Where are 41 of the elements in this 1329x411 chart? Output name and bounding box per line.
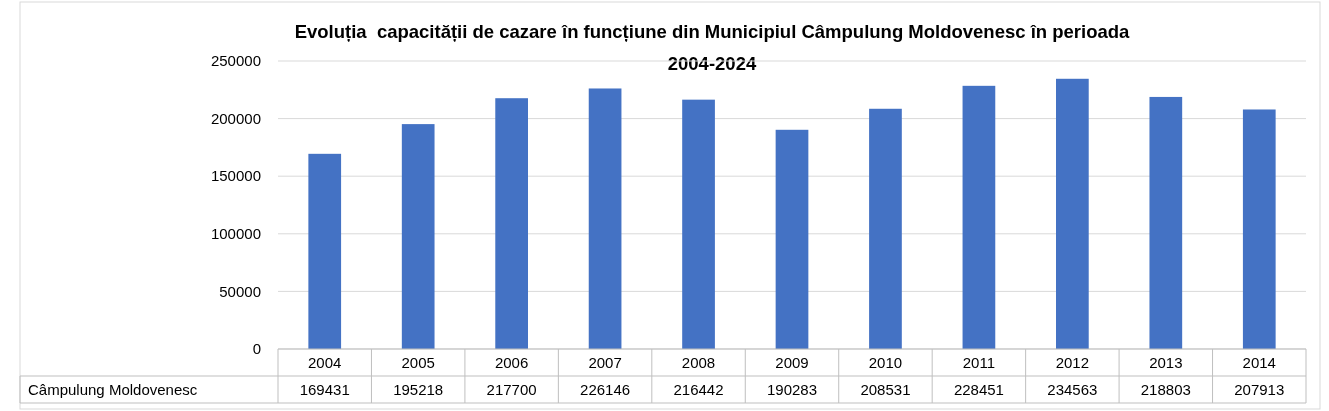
data-label: 195218 — [393, 380, 444, 398]
y-tick-label: 50000 — [219, 282, 261, 300]
data-label: 216442 — [673, 380, 724, 398]
data-label: 217700 — [486, 380, 537, 398]
bar — [869, 108, 902, 349]
y-tick-label: 150000 — [210, 167, 261, 185]
bar — [1149, 96, 1183, 349]
bar — [588, 88, 622, 349]
data-label: 228451 — [953, 380, 1004, 398]
bar — [308, 153, 342, 349]
data-label: 208531 — [860, 380, 911, 398]
data-label: 234563 — [1047, 380, 1098, 398]
chart-title: Evoluția capacității de cazare în funcțiune din Municipiul Câmpulung Moldovenesc în perioada 2004-2024 — [294, 21, 1131, 74]
y-tick-label: 100000 — [210, 225, 261, 243]
y-tick-label: 250000 — [210, 52, 261, 70]
data-label: 226146 — [580, 380, 631, 398]
x-tick-label: 2013 — [1149, 353, 1183, 371]
y-tick-label: 0 — [252, 340, 261, 358]
x-tick-label: 2004 — [308, 353, 342, 371]
bar — [495, 98, 528, 349]
x-tick-label: 2010 — [868, 353, 903, 371]
x-tick-label: 2012 — [1055, 353, 1090, 371]
bar — [1242, 109, 1276, 349]
data-label: 207913 — [1234, 380, 1285, 398]
data-label: 169431 — [299, 380, 350, 398]
bar — [1056, 78, 1089, 349]
bar — [962, 85, 996, 349]
x-tick-label: 2007 — [588, 353, 622, 371]
bar — [682, 99, 715, 349]
bar — [401, 124, 435, 349]
data-label: 190283 — [766, 380, 818, 398]
bar — [775, 129, 809, 349]
x-tick-label: 2005 — [401, 353, 435, 371]
text: Câmpulung Moldovenesc — [28, 380, 198, 398]
data-label: 218803 — [1140, 380, 1191, 398]
x-tick-label: 2008 — [681, 353, 716, 371]
y-tick-label: 200000 — [210, 109, 261, 127]
x-tick-label: 2014 — [1242, 353, 1276, 371]
x-tick-label: 2009 — [775, 353, 809, 371]
x-tick-label: 2006 — [494, 353, 529, 371]
x-tick-label: 2011 — [962, 353, 996, 371]
